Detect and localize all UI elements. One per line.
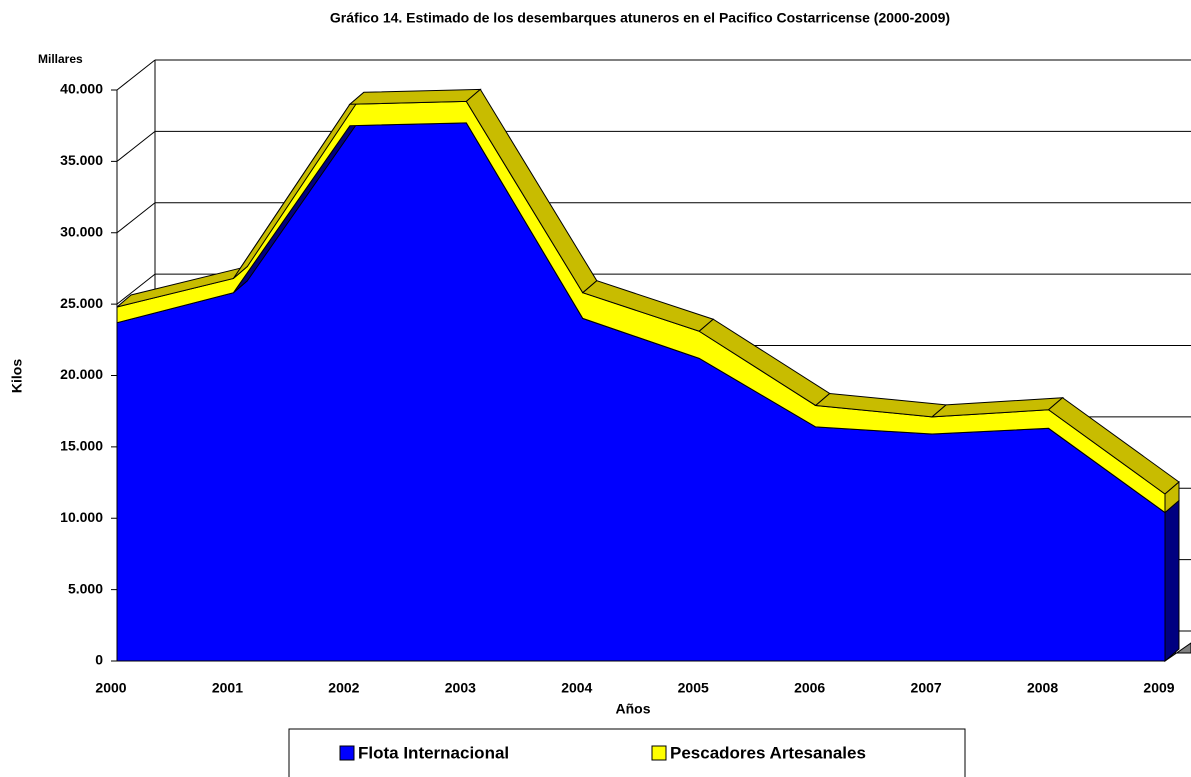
wall-diagonal (116, 273, 156, 305)
y-tick-label: 25.000 (60, 295, 103, 311)
legend-swatch (651, 745, 667, 761)
wall-diagonal (116, 130, 156, 162)
chart-title: Gráfico 14. Estimado de los desembarques… (330, 10, 950, 26)
legend-label: Flota Internacional (358, 743, 509, 762)
y-tick-label: 5.000 (68, 580, 103, 596)
wall-diagonal (116, 59, 156, 91)
x-tick-label: 2001 (212, 680, 243, 696)
x-tick-label: 2009 (1143, 680, 1174, 696)
x-tick-label: 2002 (328, 680, 359, 696)
x-axis-label: Años (616, 701, 651, 717)
y-tick-label: 20.000 (60, 366, 103, 382)
wall-diagonal (116, 202, 156, 234)
legend-box (288, 728, 966, 777)
legend-swatch (339, 745, 355, 761)
area-top-face (348, 88, 482, 105)
y-tick-label: 30.000 (60, 223, 103, 239)
area-end-face (1164, 480, 1180, 514)
y-tick-label: 10.000 (60, 509, 103, 525)
x-tick-label: 2005 (678, 680, 709, 696)
unit-label: Millares (38, 52, 83, 66)
legend-label: Pescadores Artesanales (670, 743, 866, 762)
area (116, 122, 1166, 662)
x-tick-label: 2008 (1027, 680, 1058, 696)
y-tick-label: 40.000 (60, 81, 103, 97)
y-tick-label: 0 (95, 652, 103, 668)
x-tick-label: 2003 (445, 680, 476, 696)
y-tick-label: 15.000 (60, 438, 103, 454)
x-tick-label: 2007 (911, 680, 942, 696)
y-tick-label: 35.000 (60, 152, 103, 168)
x-tick-label: 2000 (95, 680, 126, 696)
y-axis-label: Kilos (9, 359, 25, 393)
area-end-face (1164, 499, 1180, 663)
x-tick-label: 2006 (794, 680, 825, 696)
x-tick-label: 2004 (561, 680, 592, 696)
